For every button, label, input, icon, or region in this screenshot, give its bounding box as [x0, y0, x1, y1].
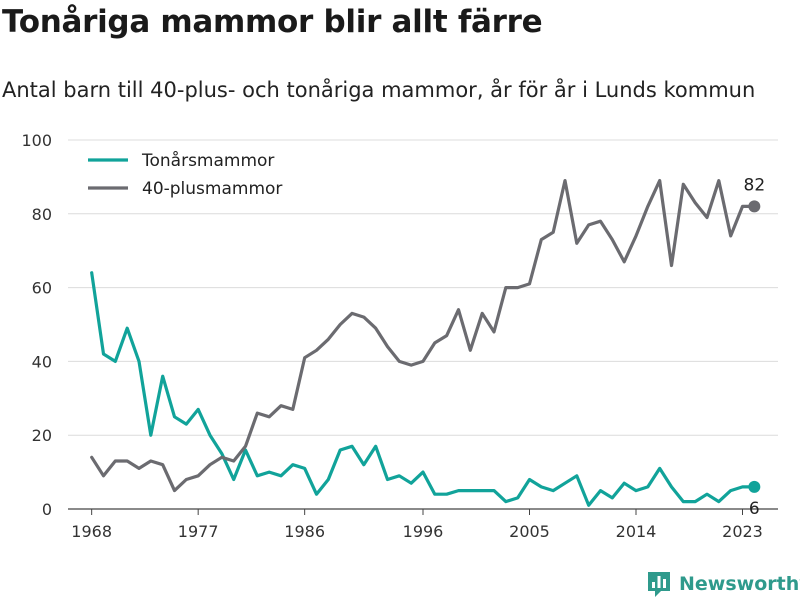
y-tick-label: 60 [32, 279, 52, 298]
end-labels: 6 82 [744, 175, 766, 518]
x-tick-label: 1986 [284, 522, 325, 541]
gridlines [68, 139, 778, 436]
brand-logo: Newsworthy [646, 570, 800, 598]
y-tick-label: 0 [42, 500, 52, 519]
series-line-tonarsmammor [90, 271, 756, 507]
x-tick-label: 1996 [403, 522, 444, 541]
legend: Tonårsmammor 40-plusmammor [88, 150, 282, 199]
y-tick-label: 40 [32, 352, 52, 371]
legend-label: 40-plusmammor [142, 179, 282, 199]
bar-chart-logo-icon [648, 572, 670, 597]
x-tick-label: 1977 [178, 522, 219, 541]
y-tick-label: 100 [21, 131, 52, 150]
end-value-label: 6 [749, 499, 760, 519]
end-value-label: 82 [744, 175, 766, 195]
end-point-marker [748, 480, 761, 493]
x-tick-label: 2005 [509, 522, 550, 541]
chart-subtitle: Antal barn till 40-plus- och tonåriga ma… [2, 78, 756, 102]
axes: 0 20 40 60 80 100 1968 1977 1986 1996 2005 2014 2023 [21, 131, 778, 541]
x-tick-label: 1968 [71, 522, 112, 541]
x-tick-label: 2023 [722, 522, 763, 541]
series-line-40-plusmammor [90, 179, 756, 493]
x-tick-label: 2014 [616, 522, 657, 541]
y-tick-label: 20 [32, 426, 52, 445]
end-point-marker [748, 200, 761, 213]
series-lines [90, 179, 756, 507]
y-tick-label: 80 [32, 205, 52, 224]
brand-name: Newsworthy [679, 573, 800, 595]
legend-label: Tonårsmammor [141, 150, 274, 171]
chart-title: Tonåriga mammor blir allt färre [2, 4, 543, 40]
